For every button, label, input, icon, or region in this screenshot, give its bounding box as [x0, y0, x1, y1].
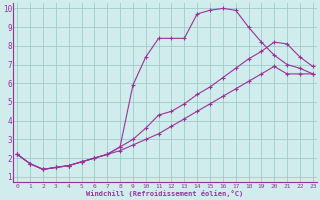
X-axis label: Windchill (Refroidissement éolien,°C): Windchill (Refroidissement éolien,°C): [86, 190, 244, 197]
